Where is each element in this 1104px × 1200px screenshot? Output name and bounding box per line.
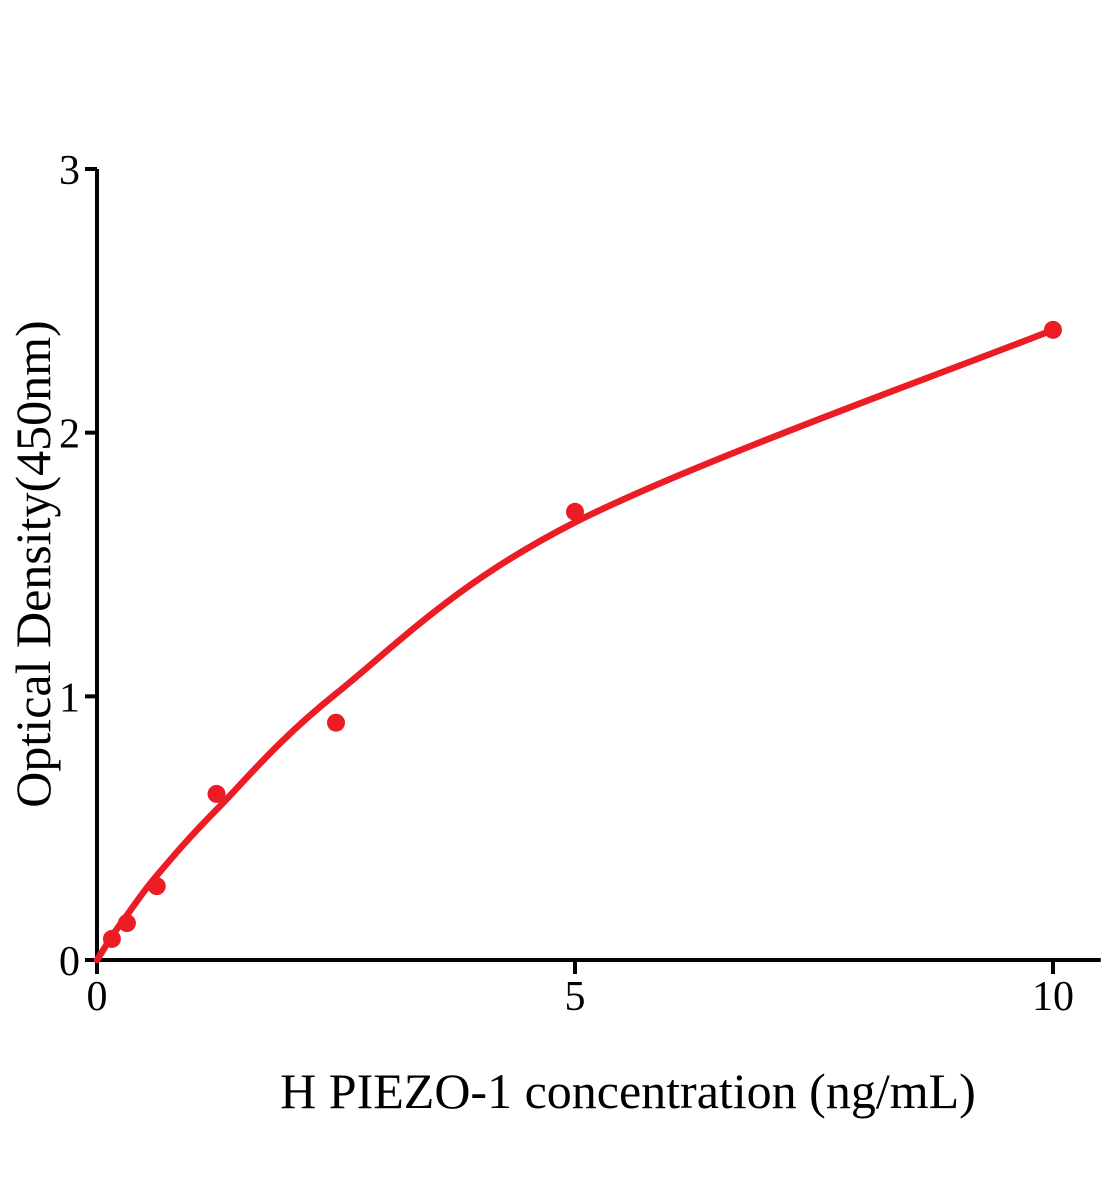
data-point [117,914,136,933]
data-point [102,929,121,948]
y-tick-label: 0 [59,939,80,985]
fit-curve [93,326,1057,964]
x-tick-label: 10 [1032,974,1074,1020]
data-point [207,784,226,803]
data-point [147,877,166,896]
y-tick-label: 3 [59,148,80,194]
y-tick-label: 1 [59,675,80,721]
axes-layer [85,167,1101,974]
curve-layer [93,326,1057,964]
data-point [1044,320,1062,339]
y-axis-title: Optical Density(450nm) [5,320,61,807]
x-axis-title: H PIEZO-1 concentration (ng/mL) [280,1063,976,1119]
x-tick-label: 5 [565,974,586,1020]
x-tick-label: 0 [87,974,108,1020]
y-tick-label: 2 [59,412,80,458]
data-point [566,502,584,521]
tick-label-layer: 0 1 2 3 0 5 10 [59,148,1074,1020]
data-point [327,713,345,732]
points-layer [102,320,1062,948]
axis-spines [95,169,1101,962]
